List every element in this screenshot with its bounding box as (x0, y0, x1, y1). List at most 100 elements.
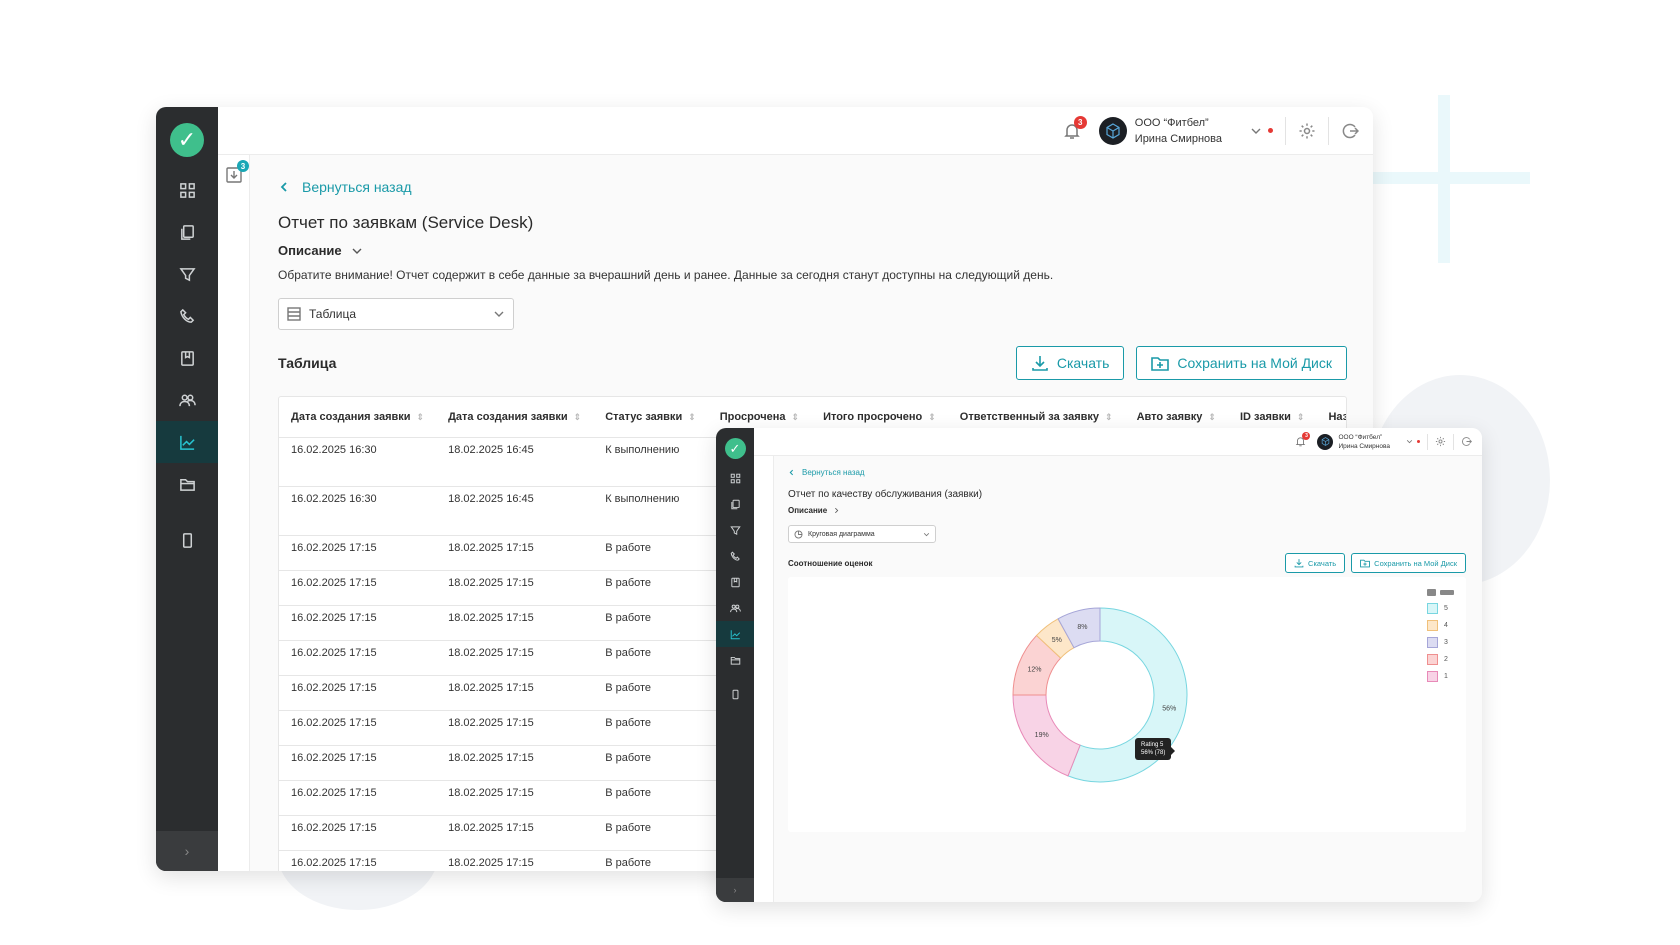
table-cell: 18.02.2025 17:15 (436, 815, 594, 851)
column-header[interactable]: Статус заявки ⇕ (593, 397, 708, 438)
back-link[interactable]: Вернуться назад (788, 468, 1466, 477)
table-cell: 16.02.2025 17:15 (279, 850, 437, 871)
grid-icon (730, 473, 740, 483)
account-switcher[interactable]: ООО “Фитбел” Ирина Смирнова (1317, 433, 1420, 451)
camera-icon[interactable] (1427, 589, 1436, 596)
legend-label: 4 (1444, 622, 1448, 629)
sidebar-item-mobile[interactable] (156, 519, 218, 561)
table-cell: 16.02.2025 17:15 (279, 710, 437, 746)
export-queue-button[interactable]: 3 (224, 160, 249, 185)
table-cell: В работе (593, 640, 708, 676)
folder-icon (179, 478, 195, 491)
divider (1453, 433, 1454, 450)
donut-slice-3[interactable] (1057, 607, 1101, 649)
legend-item[interactable]: 4 (1427, 617, 1448, 634)
description-label: Описание (278, 243, 342, 258)
download-button[interactable]: Скачать (1285, 553, 1346, 573)
settings-button[interactable] (1435, 436, 1446, 447)
table-cell: 16.02.2025 17:15 (279, 815, 437, 851)
download-queue-icon (226, 167, 242, 183)
sidebar-item-knowledge[interactable] (716, 569, 754, 595)
view-type-select[interactable]: Круговая диаграмма (788, 525, 936, 543)
sidebar-expand-button[interactable]: › (716, 878, 754, 902)
column-header-label: Ответственный за заявку (959, 410, 1100, 423)
sort-icon[interactable]: ⇕ (688, 411, 696, 422)
sidebar-item-documents[interactable] (716, 491, 754, 517)
column-header-label: Название заявки (1328, 410, 1346, 423)
table-cell: В работе (593, 780, 708, 816)
sort-icon[interactable]: ⇕ (416, 411, 425, 422)
legend-swatch (1427, 671, 1438, 682)
sidebar-item-filter[interactable] (156, 253, 218, 295)
sidebar-item-knowledge[interactable] (156, 337, 218, 379)
table-cell: 16.02.2025 16:30 (279, 437, 437, 487)
column-header-label: Итого просрочено (823, 410, 923, 423)
view-type-select[interactable]: Таблица (278, 298, 514, 330)
table-cell: В работе (593, 815, 708, 851)
table-cell: 18.02.2025 17:15 (436, 675, 594, 711)
mobile-icon (732, 689, 738, 699)
download-button[interactable]: Скачать (1015, 346, 1125, 380)
sort-icon[interactable]: ⇕ (573, 411, 582, 422)
sidebar-item-filter[interactable] (716, 517, 754, 543)
column-header[interactable]: Дата создания заявки ⇕ (436, 397, 594, 438)
notifications-button[interactable]: 3 (1063, 115, 1087, 140)
notification-count: 3 (1073, 115, 1087, 129)
divider (1285, 116, 1286, 145)
folder-plus-icon (1360, 559, 1371, 568)
legend-label: 2 (1444, 656, 1448, 663)
sidebar-item-files[interactable] (716, 647, 754, 673)
sidebar-item-calls[interactable] (156, 295, 218, 337)
sidebar-item-dashboard[interactable] (156, 169, 218, 211)
sidebar-item-users[interactable] (156, 379, 218, 421)
section-title: Таблица (278, 355, 337, 371)
sort-icon[interactable]: ⇕ (791, 411, 800, 422)
column-header-label: Просрочена (719, 410, 786, 423)
sidebar-item-reports[interactable] (716, 621, 754, 647)
legend-item[interactable]: 1 (1427, 668, 1448, 685)
description-toggle[interactable]: Описание (278, 243, 1347, 258)
divider (1427, 433, 1428, 450)
sidebar-item-reports[interactable] (156, 421, 218, 463)
legend-label: 1 (1444, 673, 1448, 680)
org-name: ООО “Фитбел” (1134, 116, 1209, 129)
legend-item[interactable]: 5 (1427, 600, 1448, 617)
sidebar-expand-button[interactable]: › (156, 831, 218, 871)
cube-logo-icon (1321, 437, 1330, 446)
save-to-drive-button[interactable]: Сохранить на Мой Диск (1136, 346, 1347, 380)
account-switcher[interactable]: ООО “Фитбел” Ирина Смирнова (1098, 115, 1273, 147)
table-cell: 18.02.2025 17:15 (436, 710, 594, 746)
legend-toggle-icon[interactable] (1440, 590, 1454, 595)
logout-button[interactable] (1461, 436, 1472, 447)
legend-item[interactable]: 2 (1427, 651, 1448, 668)
sidebar-item-dashboard[interactable] (716, 465, 754, 491)
app-logo[interactable]: ✓ (170, 123, 204, 157)
sidebar-item-mobile[interactable] (716, 681, 754, 707)
sidebar-item-files[interactable] (156, 463, 218, 505)
back-link[interactable]: Вернуться назад (278, 179, 1347, 195)
sidebar-item-documents[interactable] (156, 211, 218, 253)
notifications-button[interactable]: 3 (1295, 432, 1311, 447)
save-to-drive-button[interactable]: Сохранить на Мой Диск (1351, 553, 1466, 573)
donut-chart-panel: 56% 19% 12% 5% 8% 5 4 3 2 1 Rating 5 56% (78) (788, 577, 1466, 832)
phone-icon (730, 551, 740, 561)
sort-icon[interactable]: ⇕ (1105, 411, 1113, 422)
sidebar-item-calls[interactable] (716, 543, 754, 569)
sort-icon[interactable]: ⇕ (1296, 411, 1305, 422)
documents-icon (180, 224, 194, 240)
sort-icon[interactable]: ⇕ (1208, 411, 1216, 422)
description-toggle[interactable]: Описание (788, 506, 1466, 515)
legend-item[interactable]: 3 (1427, 634, 1448, 651)
slice-label: 12% (1027, 667, 1041, 674)
chevron-down-icon (494, 311, 504, 317)
column-header[interactable]: Дата создания заявки ⇕ (279, 397, 437, 438)
sort-icon[interactable]: ⇕ (928, 411, 936, 422)
logout-button[interactable] (1341, 122, 1359, 140)
top-bar: 3 ООО “Фитбел” Ирина Смирнова (754, 428, 1482, 456)
settings-button[interactable] (1298, 122, 1316, 140)
sidebar-item-users[interactable] (716, 595, 754, 621)
data-notice: Обратите внимание! Отчет содержит в себе… (278, 268, 1054, 282)
table-cell: 18.02.2025 17:15 (436, 605, 594, 641)
app-logo[interactable]: ✓ (724, 438, 746, 459)
table-cell: 18.02.2025 17:15 (436, 850, 594, 871)
